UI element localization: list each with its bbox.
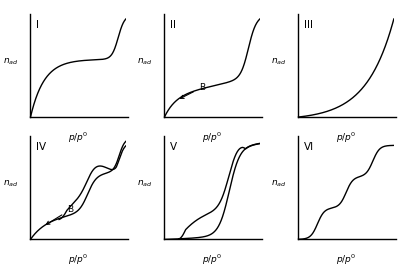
Text: $n_{ad}$: $n_{ad}$	[136, 178, 152, 189]
Text: V: V	[170, 142, 177, 152]
Text: $n_{ad}$: $n_{ad}$	[270, 178, 286, 189]
Text: II: II	[170, 20, 175, 30]
Text: B: B	[46, 205, 73, 225]
Text: III: III	[303, 20, 312, 30]
Text: $p/p^0$: $p/p^0$	[68, 252, 89, 266]
Text: $p/p^0$: $p/p^0$	[68, 130, 89, 145]
Text: $p/p^0$: $p/p^0$	[336, 130, 356, 145]
Text: B: B	[180, 83, 205, 98]
Text: IV: IV	[36, 142, 46, 152]
Text: $p/p^0$: $p/p^0$	[202, 252, 222, 266]
Text: VI: VI	[303, 142, 313, 152]
Text: $n_{ad}$: $n_{ad}$	[136, 56, 152, 67]
Text: I: I	[36, 20, 39, 30]
Text: $n_{ad}$: $n_{ad}$	[3, 56, 19, 67]
Text: $n_{ad}$: $n_{ad}$	[270, 56, 286, 67]
Text: $p/p^0$: $p/p^0$	[336, 252, 356, 266]
Text: $p/p^0$: $p/p^0$	[202, 130, 222, 145]
Text: $n_{ad}$: $n_{ad}$	[3, 178, 19, 189]
